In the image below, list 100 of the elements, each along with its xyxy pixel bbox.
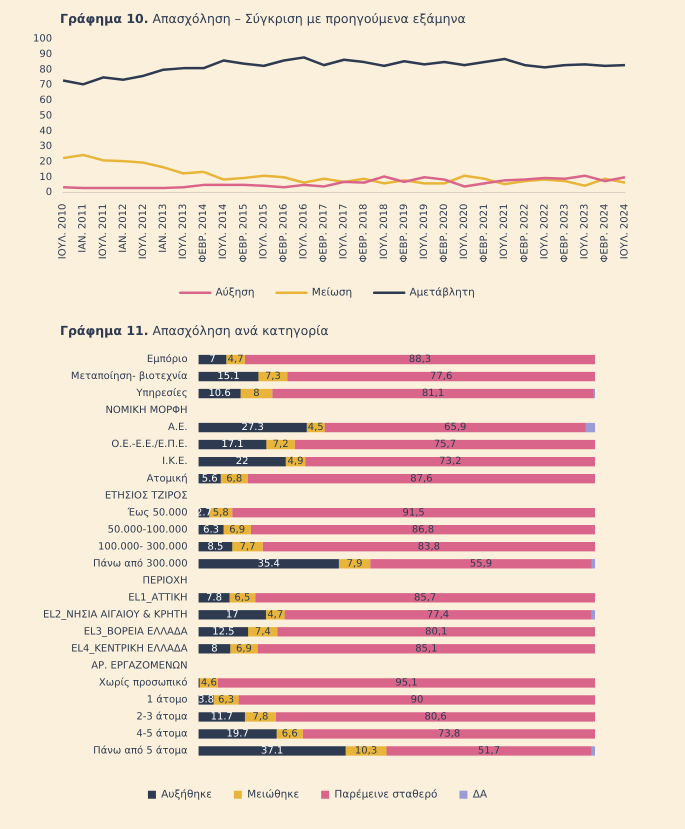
- data-label: 5.6: [202, 473, 218, 484]
- legend-label: Αύξηση: [215, 286, 255, 298]
- bar: [591, 610, 595, 620]
- data-label: 17: [226, 609, 239, 620]
- y-tick-label: Α.Ε.: [168, 422, 188, 434]
- bar: [386, 746, 592, 756]
- data-label: 8: [253, 388, 260, 400]
- bar: [198, 456, 286, 466]
- bar: [255, 593, 595, 602]
- data-label: 88,3: [408, 354, 432, 366]
- chart-title: Γράφημα 11. Απασχόληση ανά κατηγορία: [59, 322, 330, 340]
- data-label: 6.3: [203, 524, 219, 536]
- y-tick-label: 90: [39, 48, 52, 60]
- y-tick-label: Πάνω από 300.000: [93, 558, 188, 570]
- bar: [324, 422, 586, 432]
- data-label: 73,2: [439, 456, 462, 468]
- x-tick-label: ΙΟΥΛ. 2022: [539, 204, 550, 260]
- y-tick-label: ΠΕΡΙΟΧΗ: [142, 575, 188, 586]
- x-tick-label: ΙΟΥΛ. 2024: [620, 204, 631, 260]
- x-tick-label: ΙΟΥΛ. 2021: [499, 204, 510, 260]
- data-label: 27.3: [242, 422, 264, 434]
- x-tick-label: ΦΕΒΡ. 2020: [438, 204, 450, 263]
- y-tick-label: 70: [39, 80, 52, 91]
- data-label: 85,1: [415, 643, 438, 654]
- x-tick-label: ΙΑΝ. 2012: [118, 204, 129, 253]
- y-tick-label: 10: [39, 172, 52, 183]
- bar: [276, 712, 595, 722]
- data-label: 7,8: [252, 712, 268, 723]
- bar: [218, 678, 595, 688]
- bar: [277, 627, 595, 637]
- bar: [198, 610, 266, 620]
- y-tick-label: 40: [39, 126, 52, 137]
- data-label: 7,3: [264, 371, 281, 382]
- bar: [586, 422, 595, 432]
- y-tick-label: 50: [39, 110, 52, 122]
- data-label: 6,6: [282, 728, 298, 740]
- y-tick-label: EL3_ΒΟΡΕΙΑ ΕΛΛΑΔΑ: [84, 626, 188, 638]
- y-tick-label: 2-3 άτομα: [136, 712, 188, 723]
- bar: [591, 746, 595, 756]
- data-label: 77,6: [430, 371, 452, 382]
- legend-label: Μειώθηκε: [247, 788, 300, 800]
- x-tick-label: ΙΟΥΛ. 2013: [178, 204, 190, 260]
- y-tick-label: 30: [39, 141, 52, 152]
- x-tick-label: ΙΟΥΛ. 2014: [218, 204, 230, 260]
- x-tick-label: ΙΑΝ. 2011: [78, 204, 89, 253]
- data-label: 6,3: [218, 694, 234, 706]
- x-tick-label: ΦΕΒΡ. 2024: [600, 204, 611, 263]
- legend-label: Αμετάβλητη: [409, 286, 475, 298]
- x-tick-label: ΙΟΥΛ. 2017: [338, 204, 350, 260]
- data-label: 3.8: [198, 694, 214, 706]
- y-tick-label: Μεταποίηση- βιοτεχνία: [70, 371, 188, 382]
- bar: [287, 372, 595, 382]
- y-tick-label: Ο.Ε.-Ε.Ε./Ε.Π.Ε.: [111, 439, 188, 450]
- bar: [258, 644, 595, 654]
- data-label: 51,7: [478, 746, 500, 757]
- bar: [592, 559, 595, 568]
- x-tick-label: ΦΕΒΡ. 2023: [559, 204, 570, 263]
- data-label: 4,7: [267, 609, 284, 620]
- data-label: 80,6: [424, 712, 447, 723]
- data-label: 4,9: [288, 456, 304, 468]
- data-label: 6,9: [229, 524, 246, 536]
- bar: [284, 610, 592, 620]
- x-tick-label: ΙΟΥΛ. 2020: [459, 204, 470, 260]
- y-tick-label: Εμπόριο: [146, 354, 188, 366]
- bar: [305, 456, 595, 466]
- y-tick-label: Πάνω από 5 άτομα: [93, 746, 188, 757]
- x-tick-label: ΙΟΥΛ. 2018: [378, 204, 390, 260]
- data-label: 65,9: [444, 422, 466, 434]
- bar: [232, 508, 595, 518]
- data-label: 7,7: [240, 541, 256, 552]
- bar: [198, 644, 230, 654]
- bar: [198, 559, 339, 568]
- data-label: 7.8: [206, 592, 222, 604]
- x-tick-label: ΙΟΥΛ. 2010: [58, 204, 69, 260]
- y-tick-label: 0: [46, 187, 52, 198]
- data-label: 75,7: [434, 439, 456, 450]
- data-label: 91,5: [402, 507, 425, 518]
- y-tick-label: EL2_ΝΗΣΙΑ ΑΙΓΑΙΟΥ & ΚΡΗΤΗ: [43, 609, 188, 620]
- x-tick-label: ΙΟΥΛ. 2023: [579, 204, 590, 260]
- data-label: 7,4: [254, 626, 271, 638]
- x-tick-label: ΦΕΒΡ. 2015: [238, 204, 250, 263]
- bar: [198, 354, 226, 364]
- bar: [198, 422, 307, 432]
- x-tick-label: ΙΟΥΛ. 2016: [298, 204, 310, 260]
- data-label: 4,5: [308, 422, 324, 434]
- chart-title: Γράφημα 10. Απασχόληση – Σύγκριση με προηγούμενα εξάμηνα: [59, 10, 467, 28]
- x-tick-label: ΙΟΥΛ. 2015: [258, 204, 270, 260]
- y-tick-label: ΕΤΗΣΙΟΣ ΤΖΙΡΟΣ: [104, 490, 188, 502]
- bar: [370, 559, 592, 568]
- data-label: 17.1: [221, 439, 244, 450]
- y-tick-label: Ι.Κ.Ε.: [162, 456, 188, 468]
- y-tick-label: ΝΟΜΙΚΗ ΜΟΡΦΗ: [105, 405, 188, 416]
- bar: [238, 695, 595, 705]
- data-label: 37.1: [260, 746, 284, 757]
- data-label: 7: [209, 354, 216, 366]
- y-tick-label: 100.000- 300.000: [98, 541, 188, 552]
- y-tick-label: Έως 50.000: [126, 507, 188, 518]
- y-tick-label: 50.000-100.000: [108, 524, 188, 536]
- legend-label: Αυξήθηκε: [161, 788, 212, 800]
- data-label: 6,5: [234, 592, 250, 604]
